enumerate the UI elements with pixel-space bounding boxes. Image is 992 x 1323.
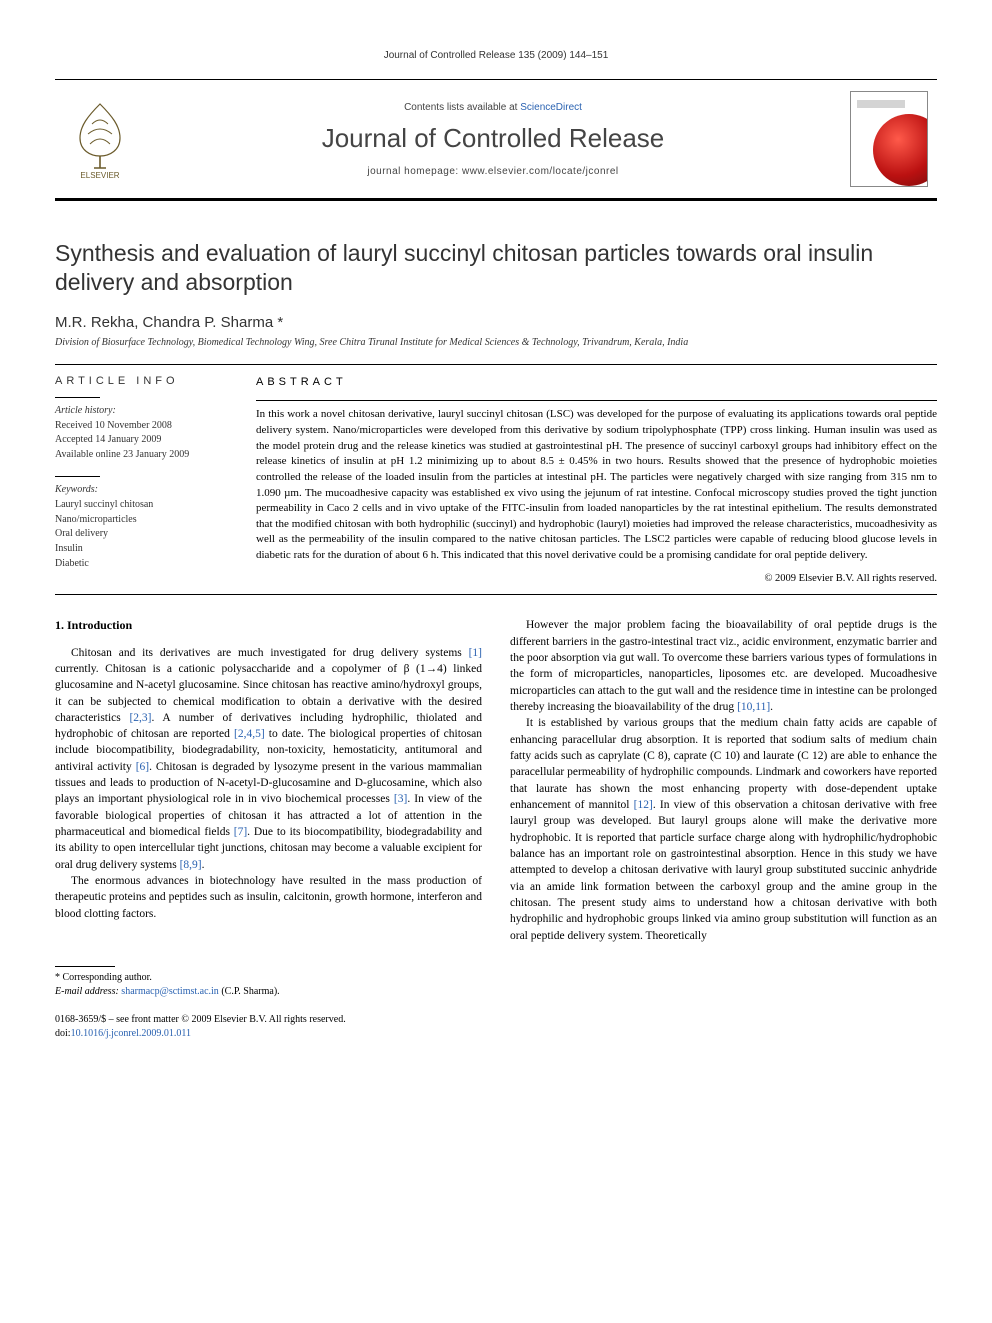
- citation-link[interactable]: [6]: [136, 761, 149, 773]
- author-list: M.R. Rekha, Chandra P. Sharma *: [55, 314, 937, 331]
- corresponding-email-line: E-mail address: sharmacp@sctimst.ac.in (…: [55, 985, 937, 999]
- journal-cover-thumbnail: [850, 91, 928, 187]
- history-accepted: Accepted 14 January 2009: [55, 433, 230, 447]
- abstract-heading: ABSTRACT: [256, 375, 937, 391]
- keyword: Oral delivery: [55, 527, 230, 541]
- elsevier-tree-icon: ELSEVIER: [68, 98, 132, 180]
- body-para: Chitosan and its derivatives are much in…: [55, 645, 482, 874]
- citation-link[interactable]: [2,3]: [129, 712, 151, 724]
- abstract-copyright: © 2009 Elsevier B.V. All rights reserved…: [256, 572, 937, 587]
- journal-masthead: ELSEVIER Contents lists available at Sci…: [55, 79, 937, 201]
- body-text: 1. Introduction Chitosan and its derivat…: [55, 617, 937, 944]
- email-suffix: (C.P. Sharma).: [219, 986, 280, 997]
- citation-link[interactable]: [1]: [469, 647, 482, 659]
- keyword: Lauryl succinyl chitosan: [55, 498, 230, 512]
- body-para: The enormous advances in biotechnology h…: [55, 873, 482, 922]
- citation-link[interactable]: [3]: [394, 793, 407, 805]
- citation-link[interactable]: [12]: [634, 799, 653, 811]
- abstract-text: In this work a novel chitosan derivative…: [256, 407, 937, 563]
- keywords-label: Keywords:: [55, 483, 230, 497]
- journal-homepage-line: journal homepage: www.elsevier.com/locat…: [145, 166, 841, 177]
- email-label: E-mail address:: [55, 986, 121, 997]
- article-title: Synthesis and evaluation of lauryl succi…: [55, 239, 937, 298]
- corresponding-author-note: * Corresponding author.: [55, 971, 937, 985]
- divider-rule: [55, 364, 937, 365]
- citation-link[interactable]: [7]: [234, 826, 247, 838]
- contents-prefix: Contents lists available at: [404, 102, 520, 113]
- doi-line: doi:10.1016/j.jconrel.2009.01.011: [55, 1027, 346, 1041]
- history-received: Received 10 November 2008: [55, 419, 230, 433]
- citation-header: Journal of Controlled Release 135 (2009)…: [55, 50, 937, 61]
- history-label: Article history:: [55, 404, 230, 418]
- article-info-heading: ARTICLE INFO: [55, 375, 230, 387]
- svg-text:ELSEVIER: ELSEVIER: [80, 171, 119, 180]
- body-para: It is established by various groups that…: [510, 715, 937, 944]
- article-info-column: ARTICLE INFO Article history: Received 1…: [55, 375, 250, 587]
- body-para: However the major problem facing the bio…: [510, 617, 937, 715]
- citation-link[interactable]: [2,4,5]: [234, 728, 265, 740]
- divider-rule: [55, 594, 937, 595]
- citation-link[interactable]: [8,9]: [180, 859, 202, 871]
- history-available: Available online 23 January 2009: [55, 448, 230, 462]
- email-link[interactable]: sharmacp@sctimst.ac.in: [121, 986, 219, 997]
- footnote-rule: [55, 966, 115, 967]
- contents-available-line: Contents lists available at ScienceDirec…: [145, 102, 841, 113]
- info-rule: [55, 397, 100, 398]
- publisher-logo-block: ELSEVIER: [55, 98, 145, 180]
- author-affiliation: Division of Biosurface Technology, Biome…: [55, 337, 937, 348]
- keyword: Diabetic: [55, 557, 230, 571]
- homepage-prefix: journal homepage:: [367, 166, 462, 177]
- info-rule: [55, 476, 100, 477]
- abstract-column: ABSTRACT In this work a novel chitosan d…: [250, 375, 937, 587]
- keyword: Insulin: [55, 542, 230, 556]
- abstract-rule: [256, 400, 937, 401]
- citation-link[interactable]: [10,11]: [737, 701, 770, 713]
- sciencedirect-link[interactable]: ScienceDirect: [520, 102, 582, 113]
- section-heading-intro: 1. Introduction: [55, 617, 482, 634]
- keyword: Nano/microparticles: [55, 513, 230, 527]
- journal-name: Journal of Controlled Release: [145, 123, 841, 154]
- footer-block: * Corresponding author. E-mail address: …: [55, 966, 937, 1041]
- doi-link[interactable]: 10.1016/j.jconrel.2009.01.011: [71, 1028, 191, 1039]
- issn-copyright-line: 0168-3659/$ – see front matter © 2009 El…: [55, 1013, 346, 1027]
- homepage-url: www.elsevier.com/locate/jconrel: [462, 166, 619, 177]
